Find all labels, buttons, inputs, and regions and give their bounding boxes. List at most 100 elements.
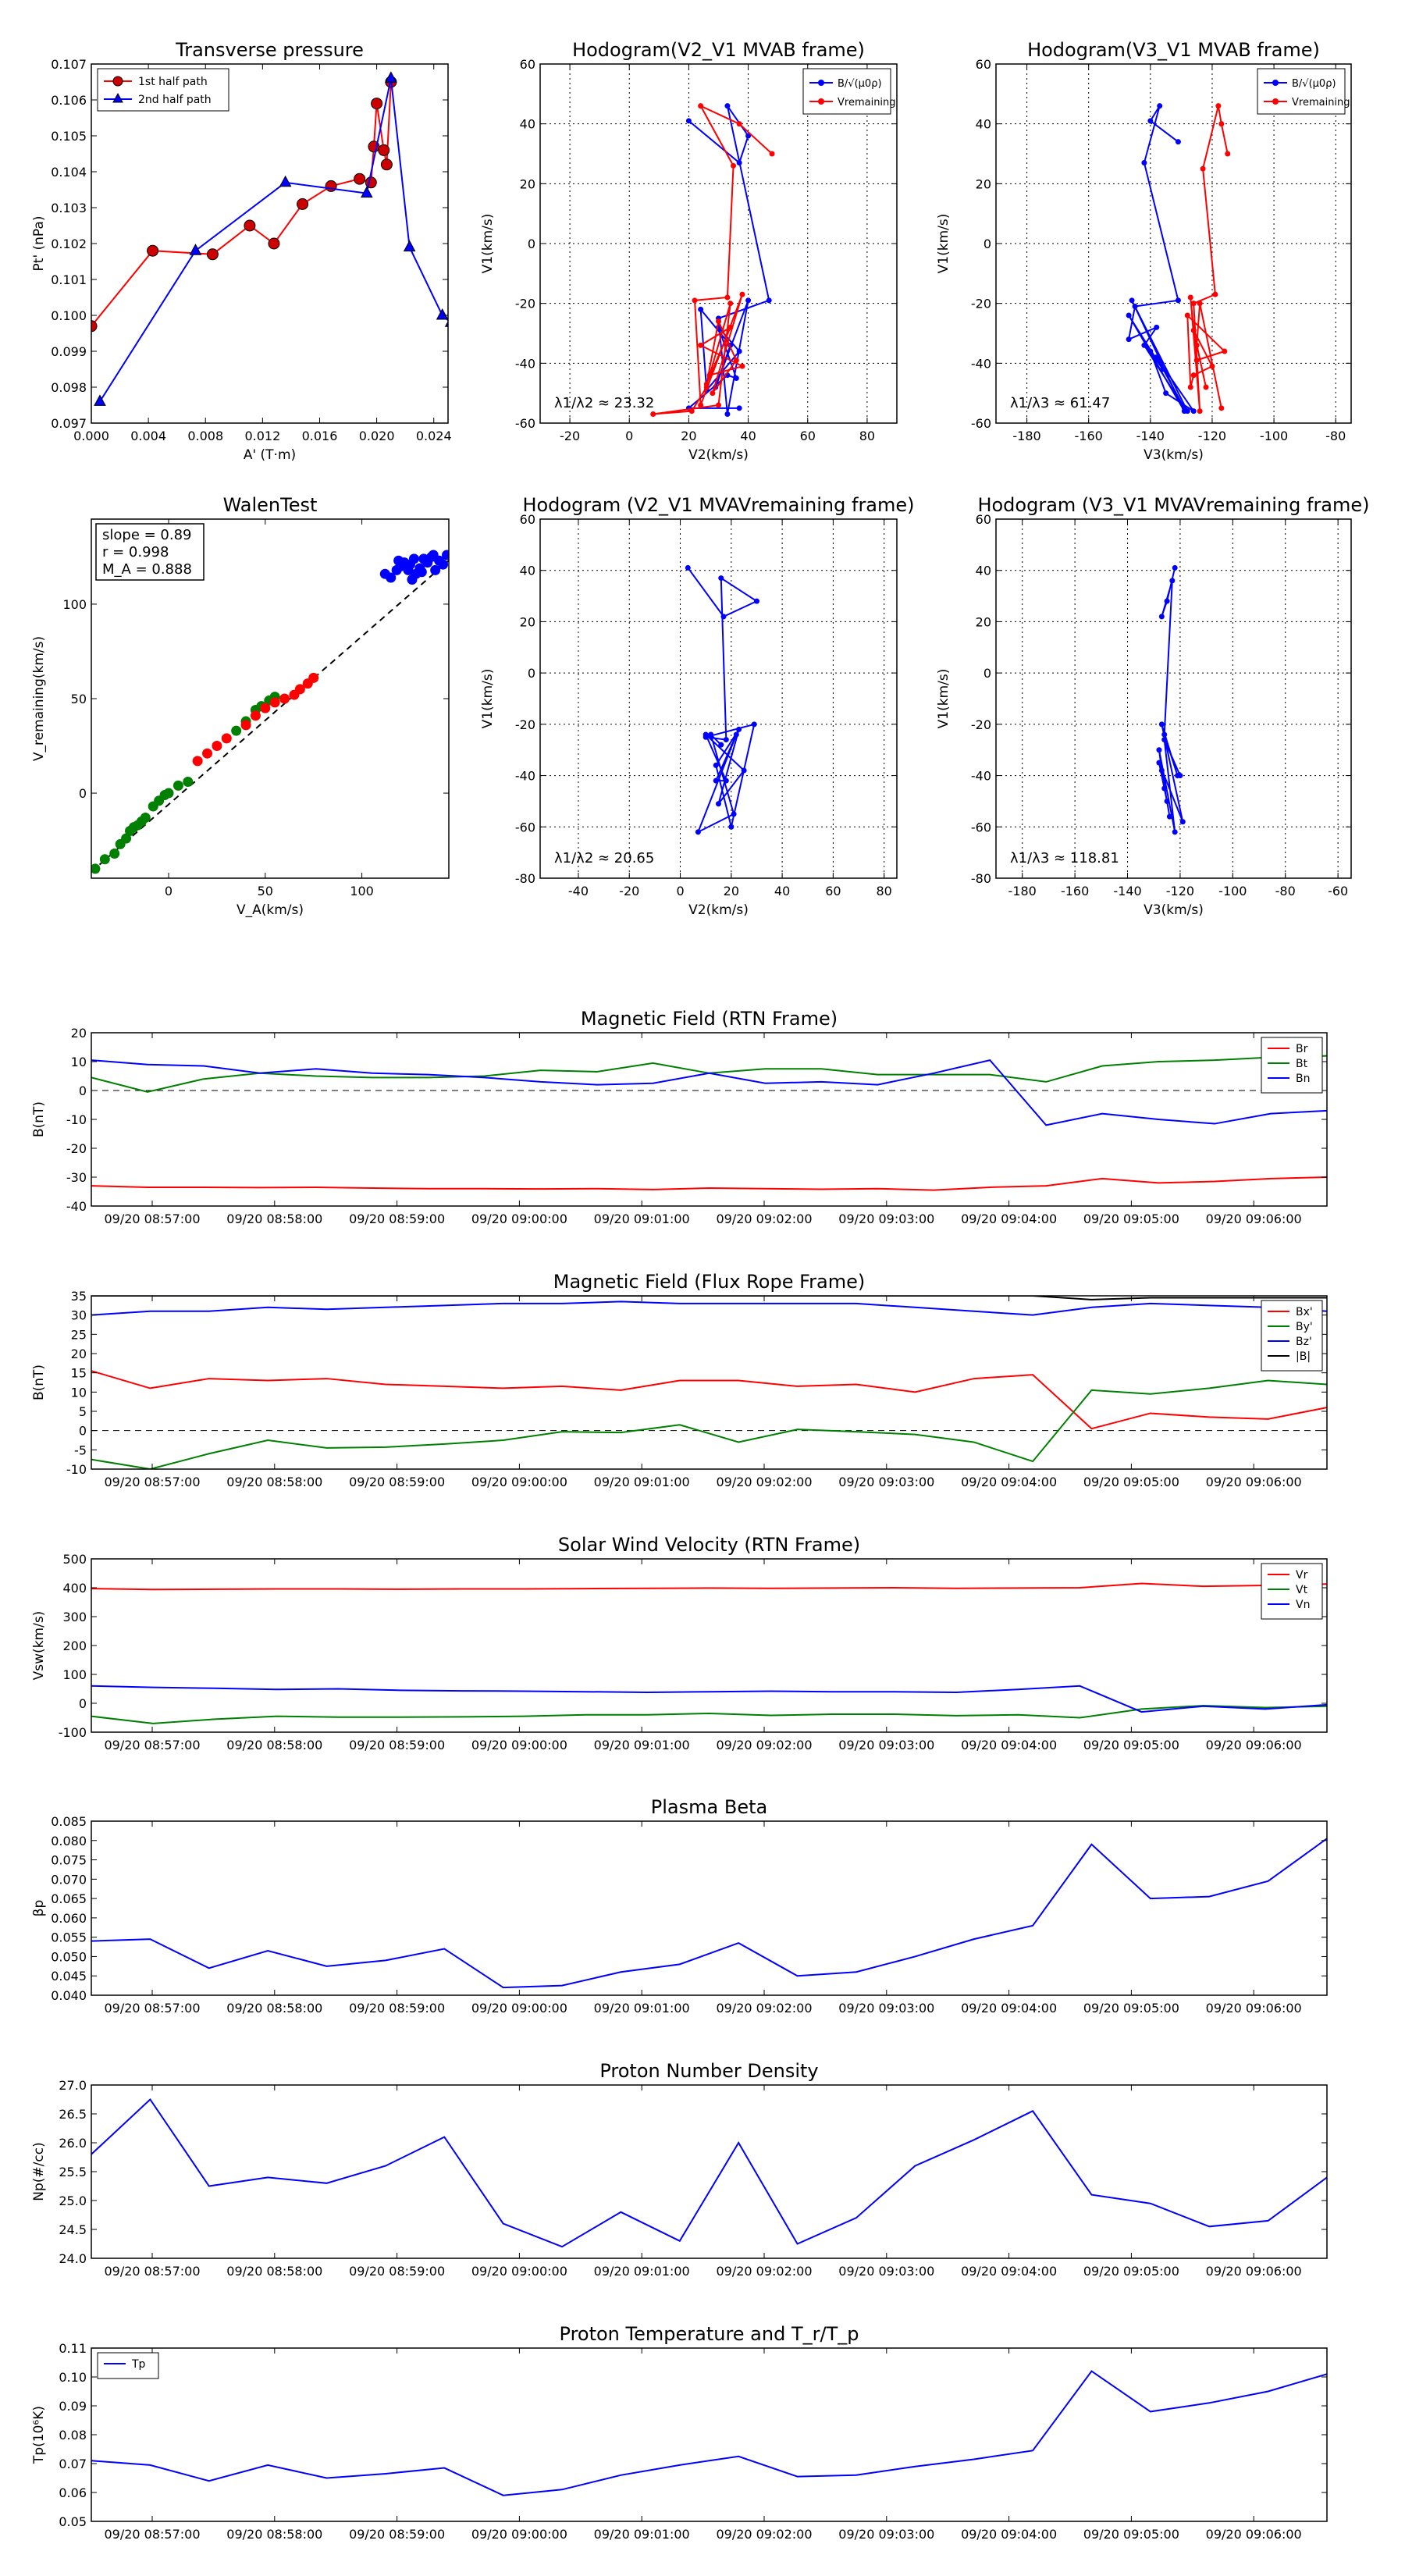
x-tick-label: 09/20 09:02:00 — [716, 2264, 812, 2279]
data-point — [354, 173, 366, 185]
x-tick-label: 09/20 09:01:00 — [594, 1212, 690, 1226]
data-point — [733, 375, 739, 381]
data-point — [371, 98, 383, 110]
y-tick-label: -20 — [971, 717, 991, 732]
stats-line: r = 0.998 — [102, 544, 169, 560]
y-tick-label: 35 — [71, 1289, 87, 1304]
x-tick-label: 09/20 09:02:00 — [716, 1738, 812, 1752]
data-point — [147, 244, 159, 257]
x-tick-label: 09/20 08:59:00 — [349, 1738, 445, 1752]
data-point — [1164, 598, 1170, 604]
data-point — [1158, 721, 1165, 728]
x-tick-label: 09/20 08:57:00 — [104, 2527, 200, 2542]
y-tick-label: 0.08 — [59, 2428, 87, 2443]
legend — [97, 2352, 159, 2379]
x-tick-label: 0.012 — [244, 429, 280, 443]
data-point — [325, 180, 337, 192]
stats-line: M_A = 0.888 — [102, 561, 192, 578]
x-tick-label: 09/20 09:06:00 — [1206, 1475, 1302, 1489]
data-point — [713, 762, 719, 768]
x-tick-label: 09/20 09:05:00 — [1083, 2001, 1179, 2016]
data-point — [731, 811, 737, 817]
y-tick-label: 0.045 — [51, 1969, 87, 1984]
y-tick-label: 60 — [976, 57, 991, 72]
data-point — [260, 703, 271, 713]
x-tick-label: 09/20 08:59:00 — [349, 2001, 445, 2016]
data-point — [1200, 165, 1206, 172]
data-point — [1225, 151, 1231, 157]
data-point — [1129, 297, 1135, 304]
x-tick-label: 09/20 09:06:00 — [1206, 1212, 1302, 1226]
y-tick-label: 24.0 — [59, 2251, 87, 2266]
x-tick-label: -100 — [1260, 429, 1288, 443]
data-point — [736, 405, 742, 411]
y-tick-label: 0.098 — [51, 380, 87, 395]
data-point — [385, 71, 397, 83]
x-tick-label: 50 — [258, 884, 273, 898]
data-point — [718, 742, 724, 748]
data-point — [1190, 372, 1197, 379]
x-tick-label: -180 — [1008, 884, 1037, 898]
y-axis-label: βp — [31, 1900, 47, 1917]
x-tick-label: 20 — [724, 884, 739, 898]
x-axis-label: V2(km/s) — [688, 447, 749, 463]
y-tick-label: 0.10 — [59, 2370, 87, 2385]
x-tick-label: -20 — [560, 429, 580, 443]
data-point — [444, 320, 448, 327]
data-point — [1172, 829, 1178, 835]
x-tick-label: 09/20 09:02:00 — [716, 2001, 812, 2016]
legend-label: Vt — [1296, 1584, 1308, 1596]
x-tick-label: 09/20 08:59:00 — [349, 1475, 445, 1489]
legend-marker — [112, 76, 123, 87]
data-point — [745, 297, 752, 304]
y-tick-label: -20 — [515, 297, 535, 311]
y-tick-label: -40 — [515, 356, 535, 371]
y-tick-label: 0.06 — [59, 2485, 87, 2500]
y-axis-label: V1(km/s) — [936, 214, 951, 274]
data-point — [1197, 408, 1203, 415]
x-axis-label: V2(km/s) — [688, 902, 749, 918]
x-tick-label: 09/20 09:04:00 — [961, 1738, 1057, 1752]
fit-line — [91, 560, 450, 873]
legend-label: B/√(μ0ρ) — [1292, 78, 1336, 90]
legend — [802, 68, 891, 115]
data-point — [1147, 348, 1154, 354]
y-tick-label: -10 — [66, 1112, 87, 1127]
y-tick-label: 60 — [520, 512, 535, 527]
y-tick-label: -20 — [971, 297, 991, 311]
x-tick-label: -120 — [1166, 884, 1194, 898]
data-point — [706, 372, 713, 379]
data-point — [702, 731, 709, 738]
x-axis-label: V3(km/s) — [1144, 902, 1204, 918]
data-point — [1141, 342, 1147, 348]
data-point — [206, 248, 219, 261]
y-tick-label: 20 — [71, 1026, 87, 1041]
data-point — [751, 721, 757, 728]
data-point — [698, 402, 704, 408]
legend-marker — [818, 80, 824, 86]
data-point — [378, 144, 390, 156]
y-tick-label: 60 — [976, 512, 991, 527]
y-tick-label: 40 — [976, 564, 991, 578]
x-tick-label: 09/20 08:58:00 — [226, 1212, 322, 1226]
data-point — [279, 175, 292, 187]
axes-frame — [91, 1558, 1328, 1733]
x-tick-label: 09/20 09:02:00 — [716, 2527, 812, 2542]
data-point — [716, 402, 721, 408]
data-point — [1175, 139, 1181, 145]
data-point — [1141, 160, 1147, 165]
data-point — [710, 390, 716, 397]
y-tick-label: 0 — [528, 237, 535, 251]
data-point — [1160, 366, 1166, 372]
axes-frame — [91, 1820, 1328, 1996]
x-tick-label: -140 — [1113, 884, 1141, 898]
y-tick-label: 0 — [984, 666, 991, 681]
legend — [97, 68, 229, 112]
x-tick-label: -160 — [1061, 884, 1089, 898]
data-point — [183, 777, 194, 788]
y-tick-label: 30 — [71, 1308, 87, 1323]
data-point — [436, 308, 448, 320]
y-axis-label: Vsw(km/s) — [31, 1611, 47, 1681]
data-point — [1158, 614, 1165, 620]
x-tick-label: 09/20 09:01:00 — [594, 1738, 690, 1752]
